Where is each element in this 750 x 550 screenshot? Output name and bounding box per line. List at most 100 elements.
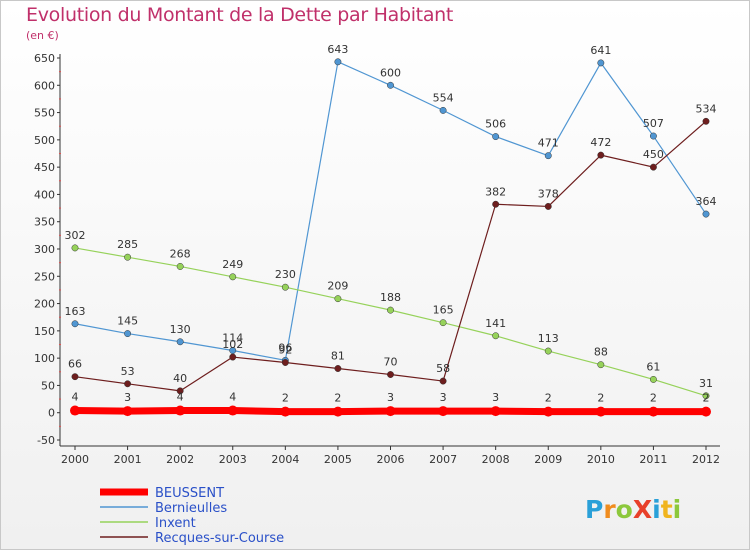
data-label: 53 [121, 365, 135, 378]
data-point [229, 353, 237, 361]
data-label: 2 [545, 392, 552, 405]
data-point [176, 338, 184, 346]
data-label: 61 [646, 360, 660, 373]
data-point [281, 359, 289, 366]
data-label: 507 [643, 117, 664, 130]
x-tick-label: 2001 [114, 453, 142, 466]
data-label: 70 [384, 356, 398, 369]
data-label: 58 [436, 362, 450, 375]
data-label: 130 [170, 323, 191, 336]
data-point [595, 406, 606, 417]
data-label: 230 [275, 268, 296, 281]
legend-label: Inxent [155, 516, 196, 531]
data-label: 114 [222, 332, 243, 345]
chart-unit: (en €) [26, 29, 59, 42]
chart-title: Evolution du Montant de la Dette par Hab… [26, 4, 454, 26]
data-point [70, 405, 80, 416]
data-point [544, 347, 552, 355]
data-point [227, 405, 238, 416]
data-label: 66 [68, 358, 82, 371]
data-point [649, 375, 657, 383]
data-point [702, 210, 710, 218]
data-point [492, 133, 500, 141]
data-point [122, 406, 133, 417]
y-tick-label: 0 [48, 407, 55, 420]
data-label: 209 [327, 280, 348, 293]
legend: BEUSSENTBernieullesInxentRecques-sur-Cou… [100, 486, 284, 546]
data-point [702, 392, 710, 400]
data-point [71, 244, 79, 252]
data-label: 506 [485, 118, 506, 131]
data-label: 554 [433, 91, 454, 104]
x-tick-label: 2008 [482, 453, 510, 466]
legend-label: BEUSSENT [155, 486, 224, 501]
y-tick-label: 150 [34, 325, 55, 338]
data-point [597, 59, 605, 67]
y-tick-label: 500 [34, 134, 55, 147]
x-tick-label: 2011 [639, 453, 667, 466]
data-point [544, 202, 552, 210]
data-point [229, 273, 237, 281]
proxiti-logo: ProXiti [585, 495, 681, 524]
data-point [334, 365, 342, 372]
data-label: 188 [380, 291, 401, 304]
data-label: 2 [282, 392, 289, 405]
data-label: 102 [222, 338, 243, 351]
y-tick-label: 550 [34, 107, 55, 120]
y-tick-label: 100 [34, 352, 55, 365]
data-label: 145 [117, 315, 138, 328]
data-point [124, 253, 132, 261]
data-point [387, 81, 394, 89]
data-label: 2 [334, 392, 341, 405]
data-label: 302 [65, 229, 86, 242]
data-label: 3 [124, 391, 131, 404]
data-label: 96 [278, 341, 292, 354]
data-label: 2 [650, 392, 657, 405]
y-tick-label: 650 [34, 52, 55, 65]
data-point [280, 406, 291, 417]
data-label: 3 [440, 391, 447, 404]
data-point [649, 132, 657, 140]
data-label: 471 [538, 137, 559, 150]
data-point [648, 406, 659, 417]
series-line-bernieulles [74, 61, 707, 361]
x-tick-label: 2004 [271, 453, 299, 466]
data-label: 378 [538, 187, 559, 200]
x-tick-label: 2000 [61, 453, 89, 466]
data-label: 88 [594, 346, 608, 359]
data-label: 4 [72, 391, 79, 404]
data-point [544, 152, 552, 160]
y-tick-label: 50 [41, 379, 55, 392]
data-point [71, 320, 79, 328]
data-label: 472 [590, 136, 611, 149]
data-point [176, 387, 184, 395]
x-tick-label: 2006 [377, 453, 405, 466]
x-tick-label: 2010 [587, 453, 615, 466]
series-layer [70, 58, 711, 417]
data-point [332, 406, 343, 417]
svg-text:ProXiti: ProXiti [585, 495, 681, 524]
data-point [385, 406, 396, 417]
data-point [334, 295, 342, 303]
data-labels: 4 3 4 4 2 2 3 3 3 2 2 2 2 163 145 130 114 96 643 600 554 506 4… [65, 43, 717, 405]
data-point [281, 283, 289, 291]
data-point [387, 371, 394, 378]
x-tick-label: 2009 [534, 453, 562, 466]
data-label: 600 [380, 66, 401, 79]
data-point [597, 151, 605, 159]
y-tick-label: -50 [37, 434, 55, 447]
axes: -50 0 50 100 150 200 250 300 350 400 450 500 550 600 6… [34, 52, 720, 466]
data-label: 165 [433, 304, 454, 317]
y-tick-label: 250 [34, 270, 55, 283]
data-point [439, 319, 447, 327]
y-tick-label: 400 [34, 188, 55, 201]
data-label: 2 [703, 392, 710, 405]
data-label: 3 [492, 391, 499, 404]
data-point [439, 106, 447, 114]
data-point [124, 330, 132, 338]
data-point [543, 406, 554, 417]
data-label: 641 [590, 44, 611, 57]
data-point [176, 263, 184, 270]
data-point [597, 361, 605, 369]
